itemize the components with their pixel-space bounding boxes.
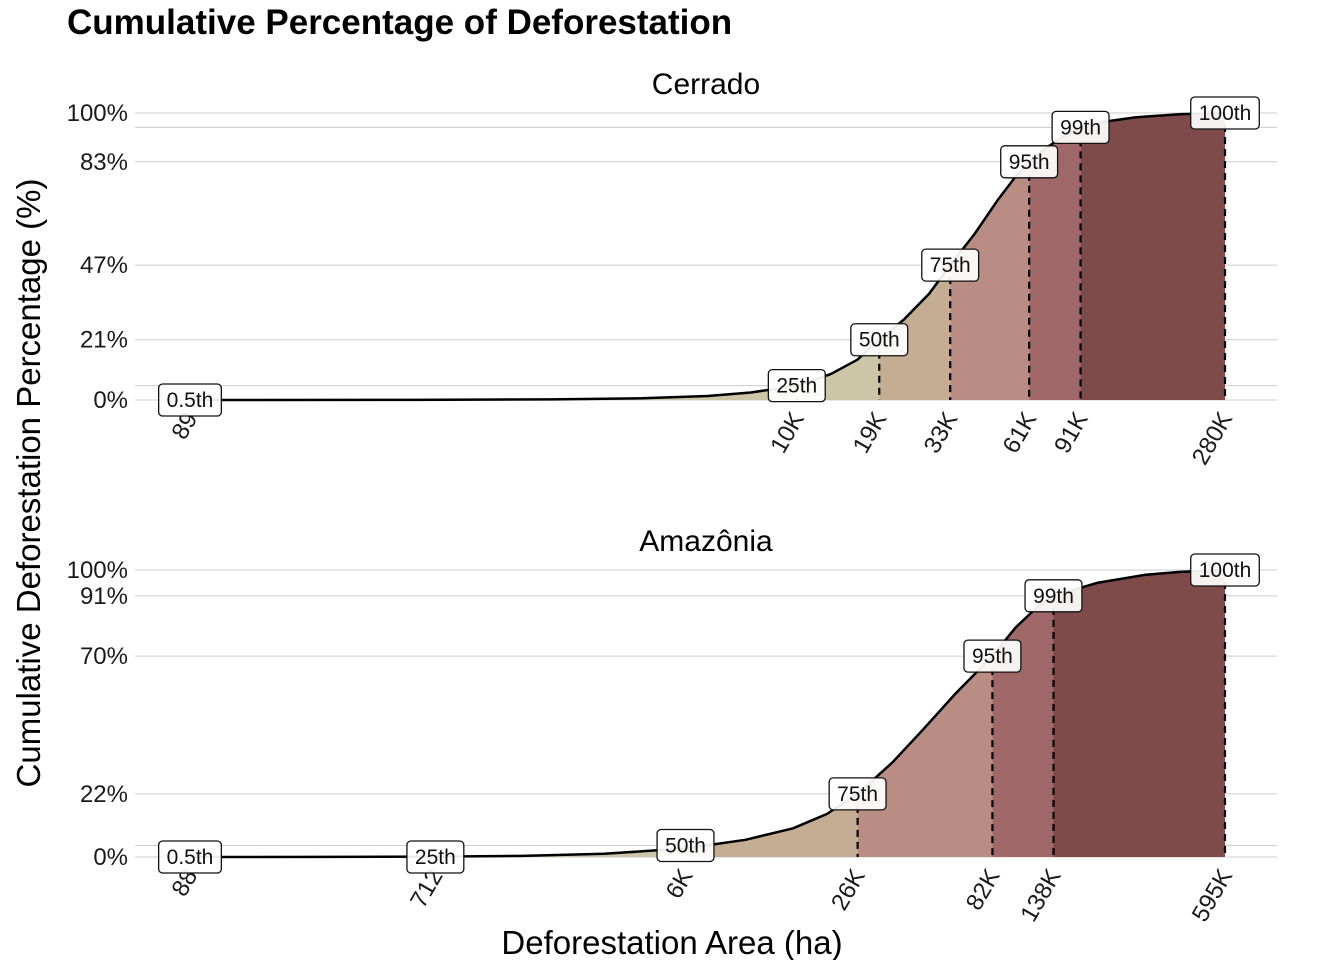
percentile-label-box — [963, 639, 1022, 673]
panels: Cerrado0%21%47%83%100%890.5th10K25th19K5… — [67, 68, 1277, 927]
percentile-label-box — [157, 383, 223, 417]
percentile-label: 75th — [921, 248, 980, 282]
percentile-label-text: 95th — [1009, 151, 1050, 174]
y-tick-label: 70% — [80, 643, 128, 670]
percentile-label-text: 100th — [1199, 102, 1252, 125]
y-tick-label: 21% — [80, 327, 128, 354]
chart-title: Cumulative Percentage of Deforestation — [67, 3, 732, 42]
x-tick-label: 33K — [919, 408, 964, 458]
y-tick-label: 0% — [93, 387, 128, 414]
percentile-label-box — [1024, 579, 1083, 613]
percentile-label-box — [767, 368, 826, 403]
percentile-label-box — [1000, 145, 1059, 179]
percentile-label-box — [828, 777, 887, 811]
percentile-label: 0.5th — [157, 383, 223, 417]
area-band — [857, 656, 993, 857]
percentile-label-text: 75th — [837, 783, 878, 806]
y-tick-label: 100% — [67, 557, 128, 584]
panel-cerrado: Cerrado0%21%47%83%100%890.5th10K25th19K5… — [67, 68, 1277, 470]
percentile-label: 0.5th — [157, 840, 223, 874]
area-band — [435, 848, 686, 857]
percentile-label-box — [656, 828, 715, 863]
percentile-label-text: 95th — [972, 645, 1013, 668]
x-tick-label: 82K — [961, 865, 1006, 915]
percentile-label: 50th — [656, 828, 715, 863]
percentile-label-box — [850, 323, 909, 357]
percentile-label-text: 75th — [930, 254, 971, 277]
area-band — [190, 385, 797, 400]
percentile-label: 99th — [1024, 579, 1083, 613]
percentile-label: 25th — [406, 840, 465, 874]
percentile-label: 95th — [1000, 145, 1059, 179]
y-tick-label: 83% — [80, 149, 128, 176]
percentile-label-text: 0.5th — [167, 389, 214, 412]
x-tick-label: 280K — [1187, 408, 1238, 470]
area-band — [1053, 570, 1225, 857]
y-tick-label: 22% — [80, 781, 128, 808]
y-axis-label: Cumulative Deforestation Percentage (%) — [10, 179, 47, 788]
area-band — [685, 793, 858, 857]
percentile-label: 95th — [963, 639, 1022, 673]
panel-amazonia: Amazônia0%22%70%91%100%880.5th71225th6K5… — [67, 525, 1277, 927]
x-tick-label: 595K — [1187, 865, 1238, 927]
percentile-label-box — [1190, 553, 1260, 587]
area-band — [1080, 113, 1225, 400]
percentile-label: 100th — [1190, 553, 1260, 587]
area-band — [992, 595, 1054, 857]
percentile-label-text: 25th — [776, 375, 817, 398]
facet-title: Amazônia — [639, 525, 773, 558]
percentile-label: 99th — [1051, 110, 1110, 144]
x-axis-label: Deforestation Area (ha) — [501, 924, 842, 960]
area-band — [1029, 127, 1081, 401]
x-tick-label: 6K — [661, 865, 699, 904]
percentile-label: 25th — [767, 368, 826, 403]
y-tick-label: 100% — [67, 100, 128, 127]
percentile-label-text: 0.5th — [167, 846, 214, 869]
percentile-label-box — [1051, 110, 1110, 144]
x-tick-label: 61K — [998, 408, 1043, 458]
percentile-label-box — [921, 248, 980, 282]
percentile-label: 100th — [1190, 96, 1260, 130]
percentile-label-text: 50th — [859, 329, 900, 352]
percentile-label-box — [157, 840, 223, 874]
percentile-label: 50th — [850, 323, 909, 357]
area-band — [950, 161, 1030, 400]
x-tick-label: 138K — [1015, 865, 1066, 927]
percentile-label-text: 50th — [665, 835, 706, 858]
area-band — [879, 265, 951, 400]
x-tick-label: 19K — [848, 408, 893, 458]
percentile-label-text: 100th — [1199, 559, 1252, 582]
percentile-label-box — [1190, 96, 1260, 130]
percentile-label-box — [406, 840, 465, 874]
facet-title: Cerrado — [652, 68, 760, 101]
y-tick-label: 47% — [80, 252, 128, 279]
x-tick-label: 26K — [826, 865, 871, 915]
x-tick-label: 10K — [765, 408, 810, 458]
percentile-label-text: 99th — [1060, 116, 1101, 139]
y-tick-label: 0% — [93, 844, 128, 871]
percentile-label-text: 99th — [1033, 585, 1074, 608]
x-tick-label: 91K — [1049, 408, 1094, 458]
percentile-label-text: 25th — [415, 846, 456, 869]
percentile-label: 75th — [828, 777, 887, 811]
y-tick-label: 91% — [80, 583, 128, 610]
